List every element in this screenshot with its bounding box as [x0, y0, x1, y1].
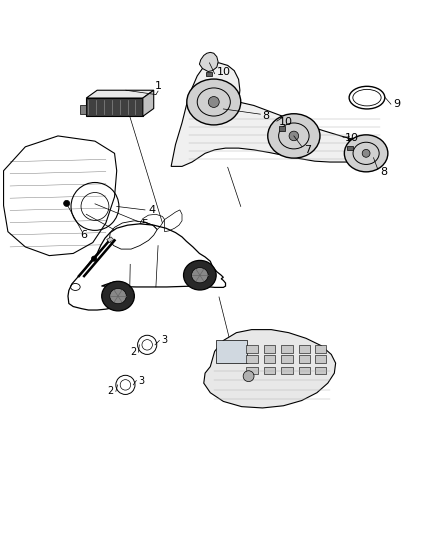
Polygon shape: [199, 52, 218, 71]
Ellipse shape: [64, 200, 70, 206]
FancyBboxPatch shape: [315, 367, 326, 375]
FancyBboxPatch shape: [281, 367, 293, 375]
FancyBboxPatch shape: [264, 367, 275, 375]
Polygon shape: [171, 63, 382, 166]
Text: 10: 10: [279, 117, 293, 127]
Text: 1: 1: [155, 81, 162, 91]
Text: 8: 8: [262, 111, 270, 122]
Ellipse shape: [268, 114, 320, 158]
FancyBboxPatch shape: [299, 356, 310, 363]
FancyBboxPatch shape: [299, 345, 310, 353]
FancyBboxPatch shape: [315, 356, 326, 363]
Polygon shape: [68, 224, 226, 310]
Ellipse shape: [110, 288, 126, 304]
FancyBboxPatch shape: [247, 356, 258, 363]
Text: 10: 10: [217, 67, 231, 77]
FancyBboxPatch shape: [247, 345, 258, 353]
FancyBboxPatch shape: [315, 345, 326, 353]
Text: 8: 8: [380, 167, 387, 176]
Ellipse shape: [243, 371, 254, 382]
Text: 10: 10: [345, 133, 359, 143]
Ellipse shape: [187, 79, 241, 125]
Text: 5: 5: [141, 219, 148, 229]
Ellipse shape: [362, 149, 370, 157]
FancyBboxPatch shape: [279, 126, 285, 131]
FancyBboxPatch shape: [264, 356, 275, 363]
FancyBboxPatch shape: [215, 341, 247, 363]
Text: 9: 9: [393, 99, 400, 109]
Text: 6: 6: [81, 230, 88, 240]
FancyBboxPatch shape: [299, 367, 310, 375]
Ellipse shape: [344, 135, 388, 172]
Ellipse shape: [208, 96, 219, 108]
Polygon shape: [143, 90, 154, 116]
FancyBboxPatch shape: [264, 345, 275, 353]
Ellipse shape: [92, 256, 97, 261]
Ellipse shape: [191, 268, 208, 283]
FancyBboxPatch shape: [281, 356, 293, 363]
FancyBboxPatch shape: [206, 71, 212, 76]
FancyBboxPatch shape: [281, 345, 293, 353]
Text: 3: 3: [138, 376, 145, 385]
Ellipse shape: [184, 261, 216, 290]
FancyBboxPatch shape: [247, 367, 258, 375]
FancyBboxPatch shape: [80, 104, 86, 114]
Polygon shape: [86, 98, 143, 116]
FancyBboxPatch shape: [346, 146, 353, 150]
Polygon shape: [86, 90, 154, 98]
Text: 3: 3: [162, 335, 168, 345]
Polygon shape: [204, 329, 336, 408]
Polygon shape: [107, 237, 114, 243]
Ellipse shape: [102, 281, 134, 311]
Text: 2: 2: [130, 347, 136, 357]
Text: 2: 2: [107, 386, 114, 397]
Text: 4: 4: [148, 205, 155, 215]
Ellipse shape: [289, 131, 299, 141]
Text: 7: 7: [304, 145, 311, 155]
